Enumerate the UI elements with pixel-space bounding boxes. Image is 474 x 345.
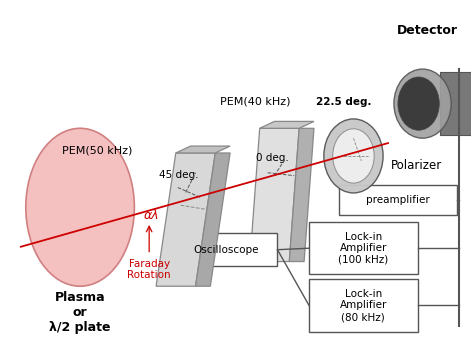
Text: 45 deg.: 45 deg. — [159, 170, 199, 180]
Text: Detector: Detector — [397, 23, 458, 37]
Polygon shape — [289, 128, 314, 262]
Text: Faraday
Rotation: Faraday Rotation — [128, 259, 171, 280]
Polygon shape — [250, 128, 299, 262]
Ellipse shape — [26, 128, 134, 286]
FancyBboxPatch shape — [309, 222, 418, 274]
Text: Plasma
or
λ/2 plate: Plasma or λ/2 plate — [49, 291, 111, 334]
Text: preamplifier: preamplifier — [366, 195, 430, 205]
Text: 22.5 deg.: 22.5 deg. — [316, 97, 371, 107]
Polygon shape — [260, 121, 314, 128]
Polygon shape — [176, 146, 230, 153]
Polygon shape — [196, 153, 230, 286]
Text: 0 deg.: 0 deg. — [256, 153, 289, 163]
Text: αλ: αλ — [143, 209, 159, 221]
Ellipse shape — [324, 119, 383, 193]
Text: PEM(50 kHz): PEM(50 kHz) — [62, 146, 132, 156]
FancyBboxPatch shape — [174, 233, 277, 266]
Ellipse shape — [333, 129, 374, 183]
Text: Lock-in
Amplifier
(100 kHz): Lock-in Amplifier (100 kHz) — [338, 231, 389, 265]
Text: PEM(40 kHz): PEM(40 kHz) — [219, 97, 290, 107]
FancyBboxPatch shape — [309, 279, 418, 332]
Text: Polarizer: Polarizer — [391, 159, 442, 172]
Text: Lock-in
Amplifier
(80 kHz): Lock-in Amplifier (80 kHz) — [340, 289, 387, 322]
Ellipse shape — [394, 69, 451, 138]
Text: Oscilloscope: Oscilloscope — [193, 245, 258, 255]
FancyBboxPatch shape — [338, 185, 457, 215]
FancyBboxPatch shape — [440, 72, 474, 135]
Ellipse shape — [398, 77, 439, 130]
Polygon shape — [156, 153, 215, 286]
